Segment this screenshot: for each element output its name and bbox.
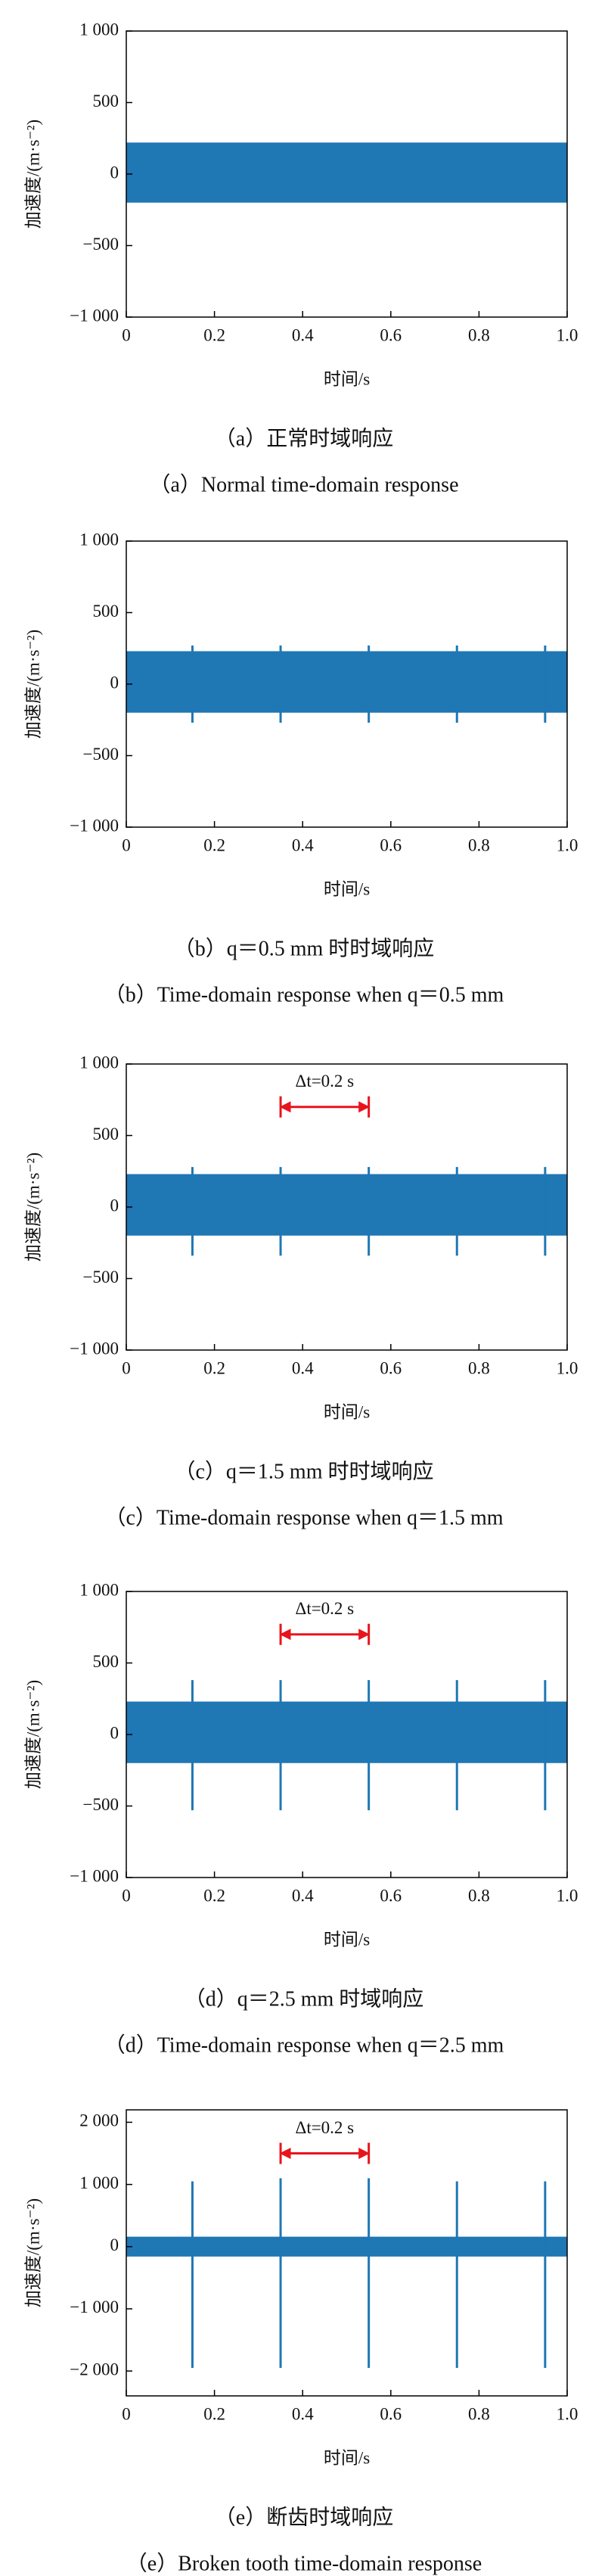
y-tick-label: −2 000 <box>70 2360 119 2378</box>
x-axis-label: 时间/s <box>324 369 370 388</box>
x-tick-label: 0.2 <box>203 835 225 854</box>
plot-frame <box>126 2109 568 2397</box>
caption: （a）正常时域响应 <box>215 426 393 450</box>
y-tick-label: −500 <box>83 1795 119 1814</box>
caption-en: （e）Broken tooth time-domain response <box>126 2551 482 2575</box>
annotation-text: Δt=0.2 s <box>296 1072 355 1090</box>
caption-en: （b）Time-domain response when q＝0.5 mm <box>104 982 504 1006</box>
y-tick-label: 500 <box>93 92 119 110</box>
y-tick-label: 1 000 <box>79 2173 119 2192</box>
y-tick-label: 0 <box>110 1723 119 1742</box>
caption: （d）q＝2.5 mm 时域响应 <box>185 1986 424 2011</box>
x-tick-label: 0.8 <box>468 1886 490 1905</box>
x-tick-label: 0 <box>122 1886 131 1905</box>
x-tick-label: 0.2 <box>203 2404 225 2423</box>
panel: 0 0.2 0.4 0.6 0.8 1.0 −1 000 −500 0 500 1 000 Δt=0.… <box>23 1053 578 1529</box>
x-tick-label: 0.6 <box>380 1358 402 1377</box>
y-tick-label: 500 <box>93 1125 119 1143</box>
y-tick-label: −1 000 <box>70 816 119 835</box>
y-tick-label: 0 <box>110 2235 119 2254</box>
y-axis-label: 加速度/(m·s⁻²) <box>23 120 42 229</box>
x-tick-label: 0 <box>122 325 131 344</box>
x-tick-label: 0.6 <box>380 835 402 854</box>
panel: 0 0.2 0.4 0.6 0.8 1.0 −1 000 −500 0 500 1 000 时间/s 加… <box>23 20 578 496</box>
x-tick-label: 0 <box>122 1358 131 1377</box>
y-axis-label: 加速度/(m·s⁻²) <box>23 630 42 739</box>
y-tick-label: 0 <box>110 1196 119 1215</box>
x-tick-label: 0.4 <box>292 2404 314 2423</box>
caption-en: （a）Normal time-domain response <box>149 472 458 496</box>
caption: （e）断齿时域响应 <box>215 2505 393 2529</box>
y-tick-label: −1 000 <box>70 306 119 325</box>
x-tick-label: 0.2 <box>203 1886 225 1905</box>
caption: （c）q＝1.5 mm 时时域响应 <box>175 1459 434 1483</box>
panel: 0 0.2 0.4 0.6 0.8 1.0 −1 000 −500 0 500 1 000 Δt=0.… <box>23 1580 578 2057</box>
y-tick-label: −500 <box>83 1268 119 1286</box>
x-tick-label: 1.0 <box>557 2404 579 2423</box>
y-tick-label: −1 000 <box>70 1866 119 1885</box>
x-axis-label: 时间/s <box>324 2448 370 2467</box>
annotation-text: Δt=0.2 s <box>296 1599 355 1618</box>
annotation-text: Δt=0.2 s <box>296 2118 355 2137</box>
x-tick-label: 0 <box>122 2404 131 2423</box>
x-axis-label: 时间/s <box>324 1930 370 1949</box>
y-axis-label: 加速度/(m·s⁻²) <box>23 1153 42 1262</box>
x-tick-label: 0.4 <box>292 835 314 854</box>
x-tick-label: 0.8 <box>468 2404 490 2423</box>
y-axis-label: 加速度/(m·s⁻²) <box>23 2198 42 2307</box>
y-tick-label: 0 <box>110 673 119 692</box>
x-tick-label: 1.0 <box>557 835 579 854</box>
y-tick-label: −1 000 <box>70 2298 119 2316</box>
y-tick-label: −500 <box>83 745 119 764</box>
panel: 0 0.2 0.4 0.6 0.8 1.0 −2 000 −1 000 0 1 000 2 000 Δ… <box>23 2109 579 2575</box>
x-tick-label: 0.8 <box>468 1358 490 1377</box>
y-tick-label: 1 000 <box>79 1580 119 1599</box>
y-tick-label: −500 <box>83 235 119 254</box>
x-tick-label: 0.4 <box>292 1886 314 1905</box>
x-tick-label: 0.6 <box>380 325 402 344</box>
y-tick-label: 1 000 <box>79 1053 119 1072</box>
x-tick-label: 1.0 <box>557 1886 579 1905</box>
x-tick-label: 0 <box>122 835 131 854</box>
y-axis-label: 加速度/(m·s⁻²) <box>23 1680 42 1789</box>
x-tick-label: 0.6 <box>380 2404 402 2423</box>
signal-band <box>126 142 567 203</box>
y-tick-label: 500 <box>93 602 119 621</box>
x-tick-label: 0.2 <box>203 1358 225 1377</box>
x-tick-label: 0.6 <box>380 1886 402 1905</box>
y-tick-label: 500 <box>93 1652 119 1671</box>
caption-en: （c）Time-domain response when q＝1.5 mm <box>104 1505 503 1529</box>
x-tick-label: 0.2 <box>203 325 225 344</box>
y-tick-label: −1 000 <box>70 1339 119 1358</box>
x-tick-label: 0.4 <box>292 1358 314 1377</box>
y-tick-label: 0 <box>110 163 119 182</box>
y-tick-label: 2 000 <box>79 2111 119 2130</box>
caption: （b）q＝0.5 mm 时时域响应 <box>174 936 435 960</box>
y-tick-label: 1 000 <box>79 530 119 549</box>
x-tick-label: 0.4 <box>292 325 314 344</box>
caption-en: （d）Time-domain response when q＝2.5 mm <box>104 2033 504 2057</box>
x-tick-label: 1.0 <box>557 325 579 344</box>
x-axis-label: 时间/s <box>324 1402 370 1421</box>
x-tick-label: 1.0 <box>557 1358 579 1377</box>
y-tick-label: 1 000 <box>79 20 119 39</box>
panel: 0 0.2 0.4 0.6 0.8 1.0 −1 000 −500 0 500 1 000 时间/s 加… <box>23 530 578 1006</box>
x-tick-label: 0.8 <box>468 835 490 854</box>
x-axis-label: 时间/s <box>324 879 370 898</box>
x-tick-label: 0.8 <box>468 325 490 344</box>
